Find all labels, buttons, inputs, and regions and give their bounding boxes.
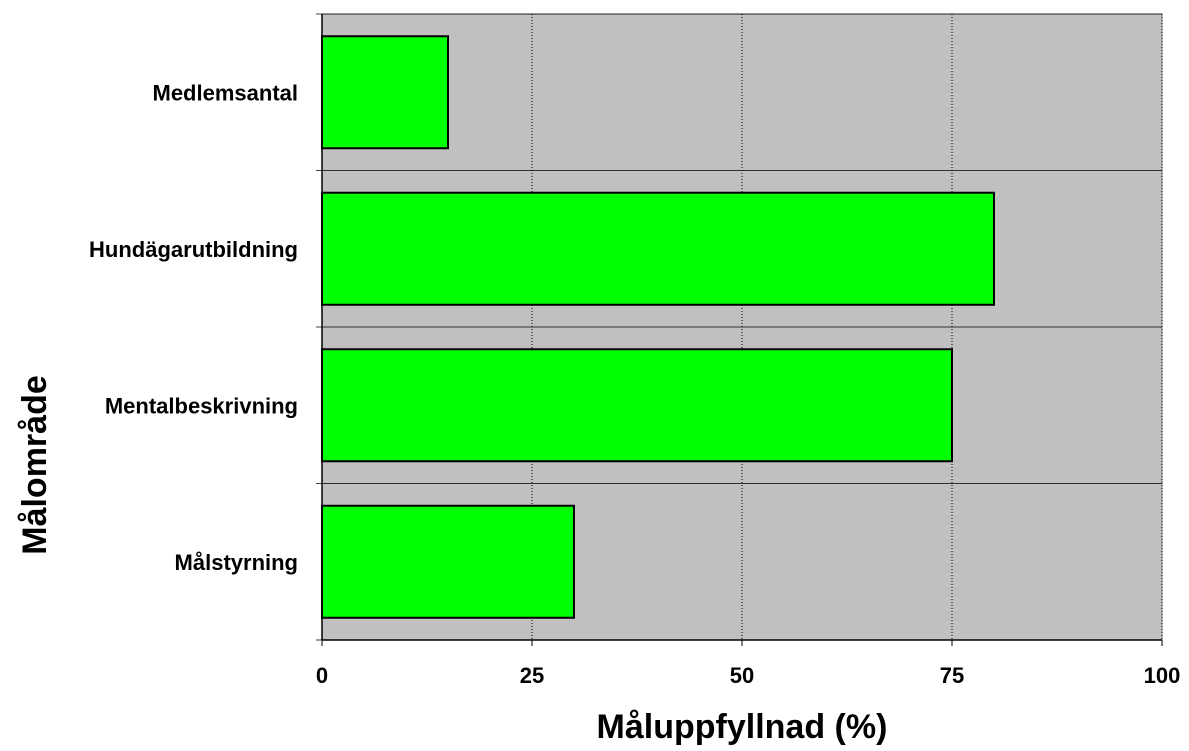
bar <box>322 36 448 148</box>
y-tick-label: Målstyrning <box>175 550 298 575</box>
y-tick-label: Mentalbeskrivning <box>105 393 298 418</box>
x-tick-labels: 0 25 50 75 100 <box>316 663 1180 688</box>
y-tick-labels: Medlemsantal Hundägarutbildning Mentalbesk… <box>89 80 298 575</box>
y-tick-label: Medlemsantal <box>153 80 299 105</box>
bar <box>322 193 994 305</box>
x-tick-label: 50 <box>730 663 754 688</box>
x-tick-label: 100 <box>1144 663 1181 688</box>
y-tick-label: Hundägarutbildning <box>89 237 298 262</box>
x-tick-label: 75 <box>940 663 964 688</box>
y-axis-title: Målområde <box>16 375 54 555</box>
x-tick-label: 25 <box>520 663 544 688</box>
x-tick-label: 0 <box>316 663 328 688</box>
bar <box>322 349 952 461</box>
bar <box>322 506 574 618</box>
x-axis-title: Måluppfyllnad (%) <box>597 708 888 746</box>
